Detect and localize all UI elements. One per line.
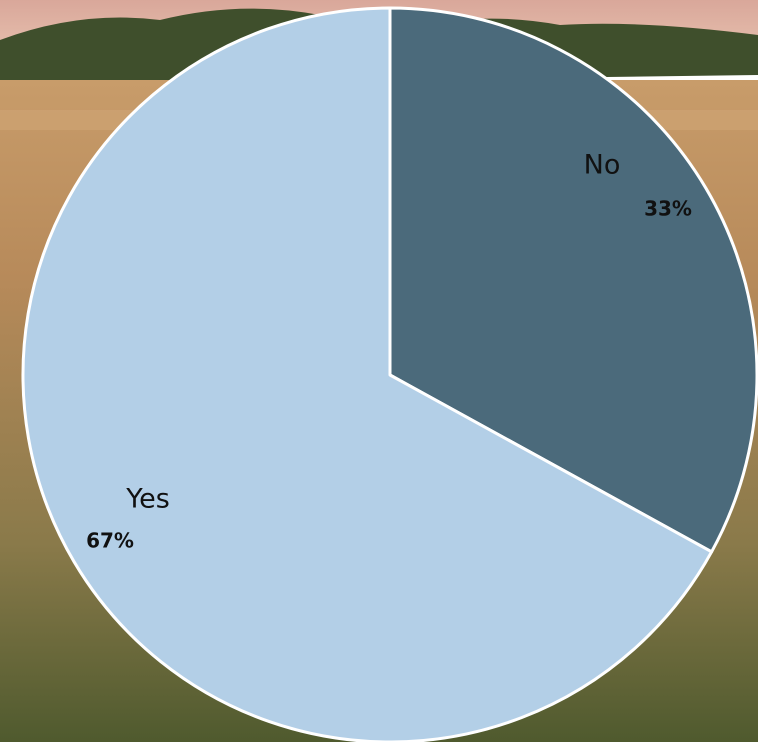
slice-label: No — [584, 150, 621, 181]
pie-slice — [21, 6, 714, 742]
pie-slice — [388, 6, 758, 554]
slice-value-label: 33% — [644, 197, 692, 221]
pie: No 33% Yes 67% — [21, 6, 758, 742]
slice-value-label: 67% — [86, 529, 134, 553]
slice-label: Yes — [125, 484, 170, 515]
